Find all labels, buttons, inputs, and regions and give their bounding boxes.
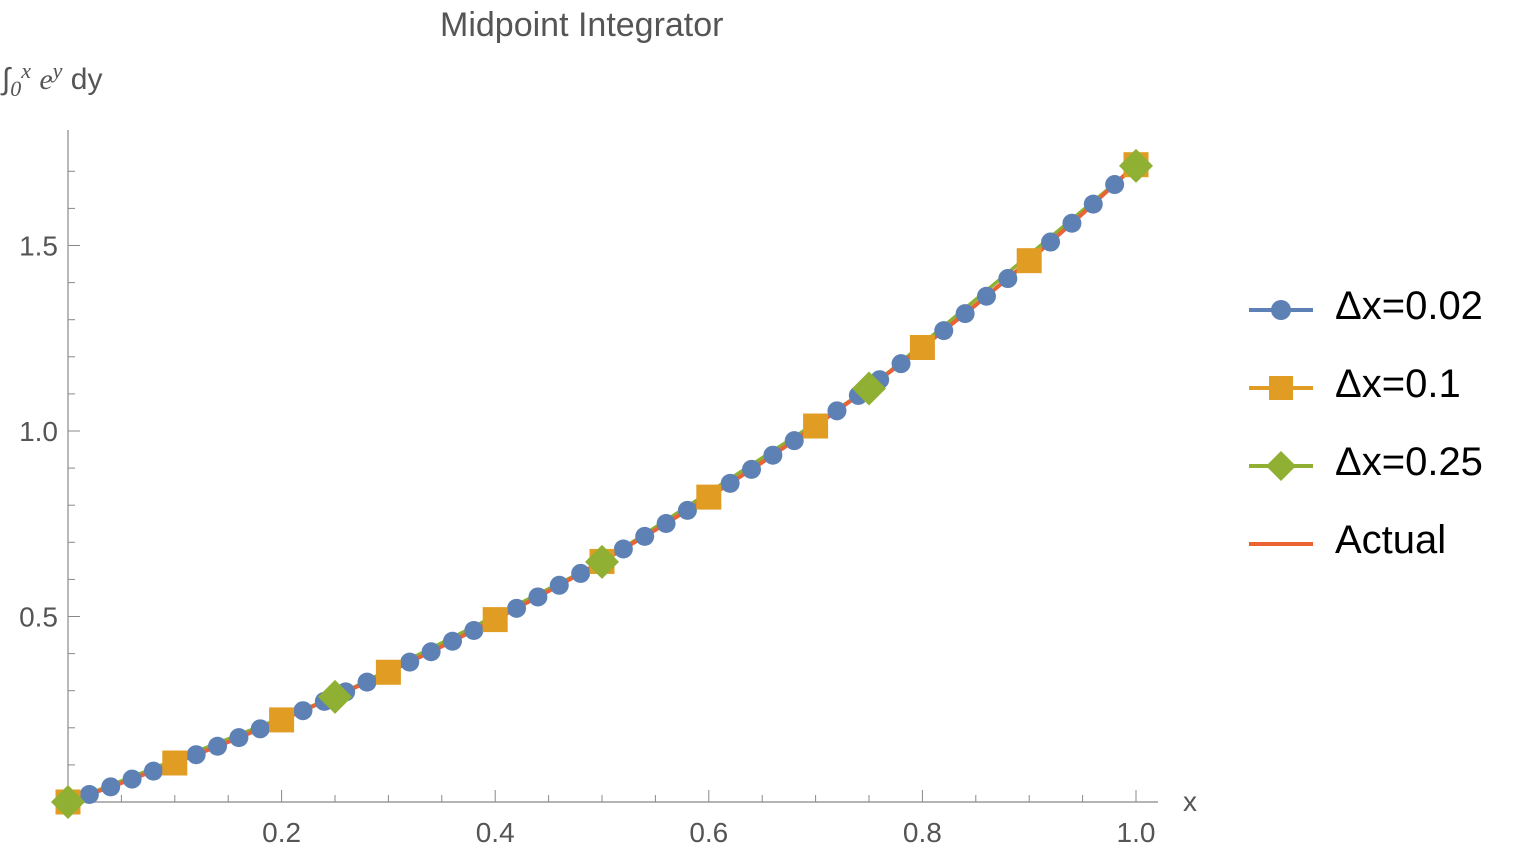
data-point-x-0-02 <box>101 777 121 797</box>
x-tick-label: 0.4 <box>476 817 515 848</box>
data-point-x-0-02 <box>827 401 847 421</box>
data-point-x-0-25 <box>51 785 85 819</box>
data-point-x-0-02 <box>1041 232 1061 252</box>
data-point-x-0-25 <box>1119 148 1153 183</box>
data-point-x-0-02 <box>442 631 462 651</box>
x-axis-label: x <box>1183 786 1197 817</box>
data-point-x-0-02 <box>421 642 441 662</box>
data-point-x-0-02 <box>1105 175 1125 195</box>
series-layer <box>51 148 1153 819</box>
data-point-x-0-1 <box>162 750 188 776</box>
data-point-x-0-02 <box>79 785 99 805</box>
data-point-x-0-02 <box>528 587 548 607</box>
data-point-x-0-02 <box>891 354 911 374</box>
data-point-x-0-02 <box>549 575 569 595</box>
legend-item-dx-002: Δx=0.02 <box>1245 282 1515 360</box>
data-point-x-0-02 <box>677 500 697 520</box>
data-point-x-0-02 <box>357 672 377 692</box>
data-point-x-0-25 <box>852 371 886 406</box>
series-line-x-0-25 <box>67 164 1138 804</box>
data-point-x-0-02 <box>742 459 762 479</box>
y-label-integral: ∫ <box>2 63 11 96</box>
data-point-x-0-25 <box>318 679 352 714</box>
legend-label: Δx=0.25 <box>1335 440 1483 484</box>
series-line-x-0-02 <box>67 163 1138 804</box>
data-point-x-0-02 <box>998 269 1018 289</box>
data-point-x-0-1 <box>909 334 935 360</box>
data-point-x-0-02 <box>1083 194 1103 214</box>
data-point-x-0-1 <box>803 413 829 439</box>
legend-label: Actual <box>1335 518 1447 562</box>
chart-title: Midpoint Integrator <box>440 6 724 44</box>
data-point-x-0-1 <box>696 484 722 510</box>
data-point-x-0-02 <box>934 321 954 341</box>
data-point-x-0-02 <box>464 620 484 640</box>
data-point-x-0-02 <box>720 473 740 493</box>
legend-label: Δx=0.02 <box>1335 284 1483 328</box>
data-point-x-0-02 <box>229 728 249 748</box>
x-tick-label: 0.8 <box>903 817 942 848</box>
data-point-x-0-02 <box>122 769 142 789</box>
y-axis-label: ∫0x ey dy <box>2 58 102 102</box>
data-point-x-0-02 <box>955 304 975 324</box>
data-point-x-0-1 <box>375 659 401 685</box>
x-tick-label: 0.6 <box>689 817 728 848</box>
x-tick-label: 1.0 <box>1117 817 1156 848</box>
legend-item-actual: Actual <box>1245 516 1515 594</box>
axes: 0.2 0.4 0.6 0.8 1.0 0.5 1.0 1.5 <box>19 130 1158 848</box>
y-label-lower: 0 <box>10 76 22 101</box>
data-point-x-0-02 <box>208 736 228 756</box>
y-label-differential: dy <box>70 63 103 96</box>
data-point-x-0-1 <box>1016 248 1042 274</box>
legend-swatch-dx-025 <box>1249 451 1313 481</box>
y-label-base: e <box>39 63 53 96</box>
data-point-x-0-02 <box>507 598 527 618</box>
data-point-x-0-02 <box>613 539 633 559</box>
y-label-upper: x <box>21 58 31 83</box>
y-tick-label: 0.5 <box>19 602 58 633</box>
data-point-x-0-02 <box>784 431 804 451</box>
legend-swatch-dx-01 <box>1249 376 1313 400</box>
series-line-actual <box>67 163 1138 804</box>
data-point-x-0-25 <box>585 544 619 579</box>
x-tick-label: 0.2 <box>262 817 301 848</box>
legend-item-dx-01: Δx=0.1 <box>1245 360 1515 438</box>
legend-item-dx-025: Δx=0.25 <box>1245 438 1515 516</box>
data-point-x-0-02 <box>656 513 676 533</box>
series-line-x-0-1 <box>67 163 1138 804</box>
y-tick-label: 1.0 <box>19 416 58 447</box>
data-point-x-0-02 <box>763 445 783 465</box>
data-point-x-0-02 <box>186 745 206 765</box>
legend-swatch-actual <box>1249 542 1313 546</box>
data-point-x-0-02 <box>250 719 270 739</box>
y-tick-label: 1.5 <box>19 231 58 262</box>
data-point-x-0-1 <box>482 607 508 633</box>
data-point-x-0-02 <box>293 701 313 721</box>
data-point-x-0-02 <box>1062 213 1082 233</box>
data-point-x-0-1 <box>269 707 295 733</box>
data-point-x-0-02 <box>143 761 163 781</box>
y-label-exponent: y <box>52 58 63 83</box>
data-point-x-0-02 <box>571 563 591 583</box>
data-point-x-0-02 <box>976 286 996 306</box>
legend: Δx=0.02 Δx=0.1 Δx=0.25 Actual <box>1245 282 1515 594</box>
legend-label: Δx=0.1 <box>1335 362 1461 406</box>
legend-swatch-dx-002 <box>1249 300 1313 320</box>
data-point-x-0-02 <box>400 652 420 672</box>
data-point-x-0-02 <box>635 526 655 546</box>
